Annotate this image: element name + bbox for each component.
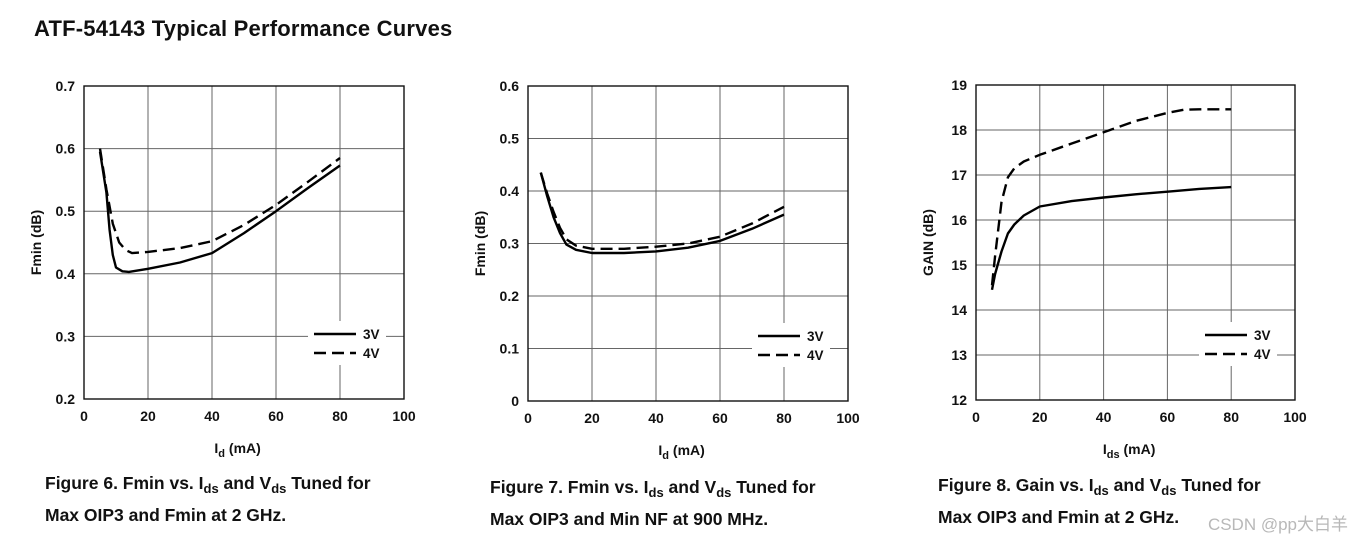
legend-label: 3V [807,329,824,344]
caption-text: Tuned for [731,477,816,497]
caption-sub: ds [203,481,219,496]
x-axis-label: Ids (mA) [1103,441,1156,461]
legend-label: 3V [363,327,380,342]
series-line-3v [98,151,341,274]
y-tick-label: 0.5 [56,203,76,219]
x-tick-label: 20 [584,410,600,426]
x-tick-label: 0 [524,410,532,426]
legend-label: 4V [363,346,380,361]
figure-7: 0 20 40 60 80 100 0 0.1 0.2 0.3 0.4 0.5 0.6 Id (mA) Fm… [472,70,873,470]
x-tick-label: 60 [712,410,728,426]
caption-sub: ds [1093,483,1109,498]
x-tick-label: 0 [972,409,980,425]
y-tick-label: 16 [951,212,967,228]
series-line-3v [539,172,785,255]
caption-text: and V [218,473,272,493]
x-tick-label: 100 [836,410,860,426]
x-tick-label: 60 [1160,409,1176,425]
y-tick-label: 12 [951,392,967,408]
y-axis-label: Fmin (dB) [28,210,44,275]
y-tick-label: 0 [511,393,519,409]
caption-text: Tuned for [286,473,371,493]
y-axis-label: Fmin (dB) [472,211,488,276]
caption-text: and V [663,477,717,497]
caption-line2: Max OIP3 and Min NF at 900 MHz. [490,509,769,529]
y-axis-label: GAIN (dB) [920,209,936,276]
legend-box [1199,322,1277,366]
caption-line2: Max OIP3 and Fmin at 2 GHz. [45,505,287,525]
y-tick-label: 0.6 [500,78,520,94]
caption-fig6: Figure 6. Fmin vs. Ids and Vds Tuned for… [45,470,371,529]
x-tick-label: 40 [204,408,220,424]
chart-fig6: 0 20 40 60 80 100 0.2 0.3 0.4 0.5 0.6 0.7 Id (mA) Fmi… [28,78,416,460]
x-tick-label: 60 [268,408,284,424]
legend-label: 4V [807,348,824,363]
series-line-4v [539,172,785,250]
y-tick-label: 0.1 [500,341,520,357]
y-tick-label: 0.2 [56,391,76,407]
caption-sub: ds [271,481,287,496]
x-tick-label: 100 [1283,409,1307,425]
x-tick-label: 80 [1223,409,1239,425]
y-tick-label: 13 [951,347,967,363]
x-tick-label: 100 [392,408,416,424]
caption-text: Figure 8. Gain vs. I [938,475,1094,495]
x-tick-label: 80 [332,408,348,424]
figure-6: 0 20 40 60 80 100 0.2 0.3 0.4 0.5 0.6 0.7 Id (mA) Fmi… [28,70,428,470]
caption-text: Figure 6. Fmin vs. I [45,473,204,493]
legend-box [752,323,830,367]
legend-box [308,321,386,365]
y-tick-label: 0.5 [500,131,520,147]
y-tick-label: 14 [951,302,967,318]
y-tick-label: 0.2 [500,288,520,304]
x-tick-label: 40 [1096,409,1112,425]
caption-text: and V [1108,475,1162,495]
series-line-4v [98,148,341,255]
y-tick-label: 0.6 [56,141,76,157]
series-line-3v [990,185,1232,291]
chart-fig8: 0 20 40 60 80 100 12 13 14 15 16 17 18 19 Ids (mA) GAIN… [920,77,1307,461]
caption-text: Tuned for [1176,475,1261,495]
caption-fig8: Figure 8. Gain vs. Ids and Vds Tuned for… [938,472,1261,531]
plot-frame [83,85,405,400]
x-tick-label: 20 [1032,409,1048,425]
y-tick-label: 0.4 [56,266,76,282]
x-axis-label: Id (mA) [214,440,260,460]
y-tick-label: 0.3 [500,236,520,252]
caption-line2: Max OIP3 and Fmin at 2 GHz. [938,507,1180,527]
x-tick-label: 40 [648,410,664,426]
x-axis-label: Id (mA) [658,442,704,462]
series-line-4v [990,108,1232,286]
caption-sub: ds [648,485,664,500]
chart-fig7: 0 20 40 60 80 100 0 0.1 0.2 0.3 0.4 0.5 0.6 Id (mA) Fm… [472,78,860,462]
caption-fig7: Figure 7. Fmin vs. Ids and Vds Tuned for… [490,474,816,533]
plot-frame [527,85,849,402]
y-tick-label: 18 [951,122,967,138]
y-tick-label: 19 [951,77,967,93]
figure-8: 0 20 40 60 80 100 12 13 14 15 16 17 18 19 Ids (mA) GAIN… [918,70,1328,470]
caption-text: Figure 7. Fmin vs. I [490,477,649,497]
y-tick-label: 0.4 [500,183,520,199]
watermark: CSDN @pp大白羊 [1207,515,1348,534]
y-tick-label: 0.3 [56,328,76,344]
x-tick-label: 20 [140,408,156,424]
x-tick-label: 0 [80,408,88,424]
legend-label: 4V [1254,347,1271,362]
y-tick-label: 17 [951,167,967,183]
x-tick-label: 80 [776,410,792,426]
caption-sub: ds [1161,483,1177,498]
legend-label: 3V [1254,328,1271,343]
y-tick-label: 15 [951,257,967,273]
y-tick-label: 0.7 [56,78,76,94]
caption-sub: ds [716,485,732,500]
page-title: ATF-54143 Typical Performance Curves [34,16,453,41]
plot-frame [975,84,1296,401]
